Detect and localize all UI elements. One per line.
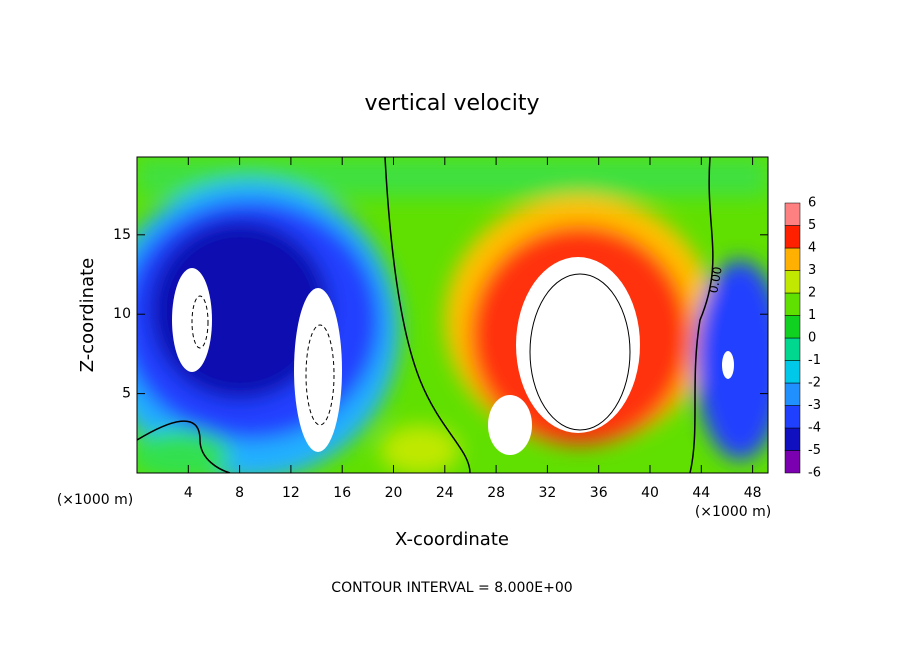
- y-axis-label: Z-coordinate: [77, 258, 98, 373]
- colorbar-band: [784, 337, 801, 361]
- colorbar-label: 3: [808, 263, 816, 278]
- colorbar-band: [784, 247, 801, 271]
- x-tick-label: 40: [641, 485, 659, 501]
- x-tick-label: 12: [282, 485, 300, 501]
- colorbar-band: [784, 292, 801, 316]
- x-tick-label: 4: [184, 485, 193, 501]
- x-unit-label: (×1000 m): [57, 492, 133, 508]
- x-tick-label: 44: [692, 485, 710, 501]
- x-axis-label: X-coordinate: [395, 529, 509, 550]
- colorbar-band: [784, 382, 801, 406]
- colorbar-band: [784, 427, 801, 451]
- colorbar-band: [784, 450, 801, 474]
- colorbar-band: [784, 202, 801, 226]
- colorbar-label: -5: [808, 443, 821, 458]
- x-tick-label: 48: [744, 485, 762, 501]
- x-tick-label: 8: [235, 485, 244, 501]
- colorbar-band: [784, 360, 801, 384]
- colorbar-label: -3: [808, 398, 821, 413]
- colorbar-label: -1: [808, 353, 821, 368]
- colorbar-label: 0: [808, 331, 816, 346]
- chart-title: vertical velocity: [364, 91, 539, 116]
- x-tick-label: 36: [590, 485, 608, 501]
- colorbar-band: [784, 405, 801, 429]
- colorbar-band: [784, 270, 801, 294]
- colorbar-label: 5: [808, 218, 816, 233]
- colorbar-label: -2: [808, 376, 821, 391]
- colorbar-band: [784, 315, 801, 339]
- x-unit-label: (×1000 m): [695, 504, 771, 520]
- colorbar-label: 4: [808, 241, 816, 256]
- field: [137, 157, 768, 473]
- colorbar-label: -4: [808, 421, 821, 436]
- y-tick-label: 15: [113, 227, 131, 243]
- y-tick-label: 5: [122, 386, 131, 402]
- colorbar-label: 2: [808, 286, 816, 301]
- x-tick-label: 32: [538, 485, 556, 501]
- plot-frame: [136, 156, 769, 474]
- colorbar-label: 1: [808, 308, 816, 323]
- x-tick-label: 16: [333, 485, 351, 501]
- contour-label: 0.00: [706, 266, 724, 295]
- x-tick-label: 24: [436, 485, 454, 501]
- y-tick-label: 10: [113, 306, 131, 322]
- footer: CONTOUR INTERVAL = 8.000E+00: [331, 580, 572, 596]
- colorbar-band: [784, 225, 801, 249]
- x-tick-label: 20: [385, 485, 403, 501]
- colorbar-label: 6: [808, 196, 816, 211]
- x-tick-label: 28: [487, 485, 505, 501]
- colorbar-label: -6: [808, 466, 821, 481]
